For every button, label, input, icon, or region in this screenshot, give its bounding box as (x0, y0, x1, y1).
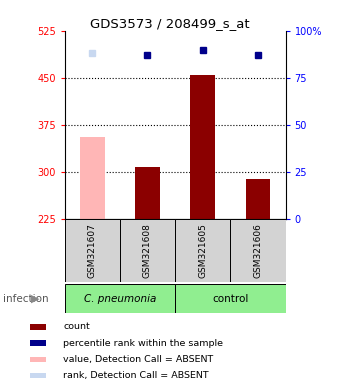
Text: value, Detection Call = ABSENT: value, Detection Call = ABSENT (63, 355, 214, 364)
Bar (190, 74, 215, 219)
Text: C. pneumonia: C. pneumonia (84, 293, 156, 304)
Text: GSM321606: GSM321606 (254, 223, 262, 278)
Text: GSM321607: GSM321607 (88, 223, 97, 278)
Bar (65, 284, 175, 313)
Text: GDS3573 / 208499_s_at: GDS3573 / 208499_s_at (90, 17, 250, 30)
Bar (175, 219, 231, 282)
Text: percentile rank within the sample: percentile rank within the sample (63, 339, 223, 348)
Bar (135, 167, 160, 219)
Bar (30, 356, 46, 362)
Text: infection: infection (3, 293, 49, 304)
Bar (245, 179, 270, 219)
Bar (231, 219, 286, 282)
Bar (175, 284, 286, 313)
Bar (30, 324, 46, 329)
Text: ▶: ▶ (31, 293, 40, 304)
Bar (120, 219, 175, 282)
Text: rank, Detection Call = ABSENT: rank, Detection Call = ABSENT (63, 371, 209, 380)
Text: GSM321608: GSM321608 (143, 223, 152, 278)
Text: control: control (212, 293, 249, 304)
Text: GSM321605: GSM321605 (198, 223, 207, 278)
Bar (80, 137, 105, 219)
Bar (30, 372, 46, 378)
Bar (65, 219, 120, 282)
Bar (30, 341, 46, 346)
Text: count: count (63, 323, 90, 331)
